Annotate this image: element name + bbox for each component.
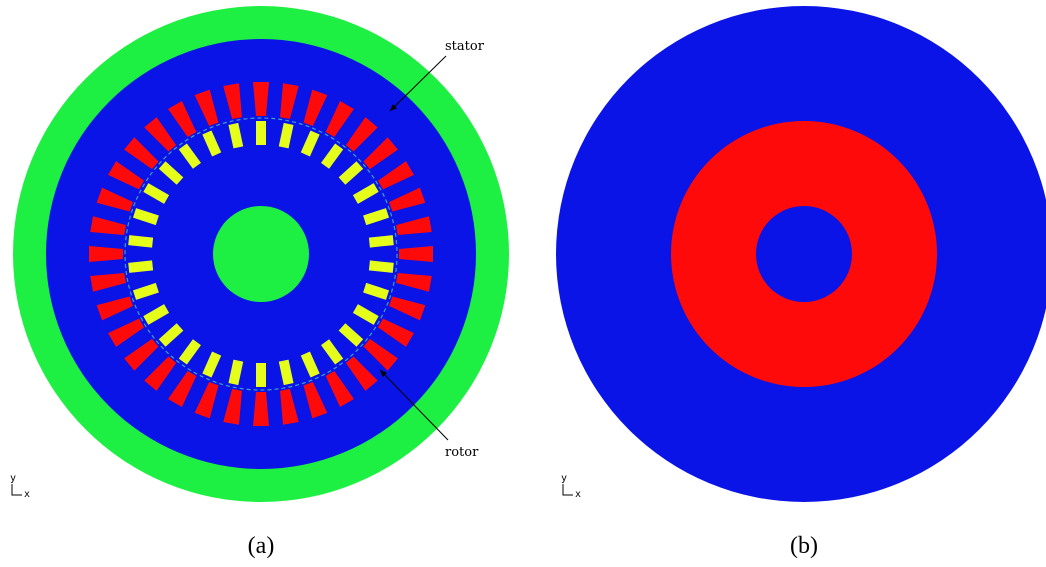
axis-triad bbox=[563, 484, 573, 495]
caption: (a) bbox=[248, 533, 275, 559]
figure: stator rotor y x (a) y x (b) bbox=[0, 0, 1046, 567]
panel-b: y x (b) bbox=[556, 6, 1046, 559]
shaft bbox=[756, 206, 852, 302]
axis-triad bbox=[12, 484, 22, 495]
axis-x: x bbox=[24, 489, 30, 500]
axis-y: y bbox=[10, 473, 16, 484]
shaft bbox=[213, 206, 309, 302]
axis-y: y bbox=[561, 473, 567, 484]
stator-label: stator bbox=[445, 39, 485, 54]
caption: (b) bbox=[790, 533, 818, 559]
rotor-bar bbox=[256, 121, 266, 145]
panel-a: stator rotor y x (a) bbox=[10, 6, 509, 559]
axis-x: x bbox=[575, 489, 581, 500]
rotor-label: rotor bbox=[445, 445, 479, 460]
rotor-bar bbox=[256, 363, 266, 387]
